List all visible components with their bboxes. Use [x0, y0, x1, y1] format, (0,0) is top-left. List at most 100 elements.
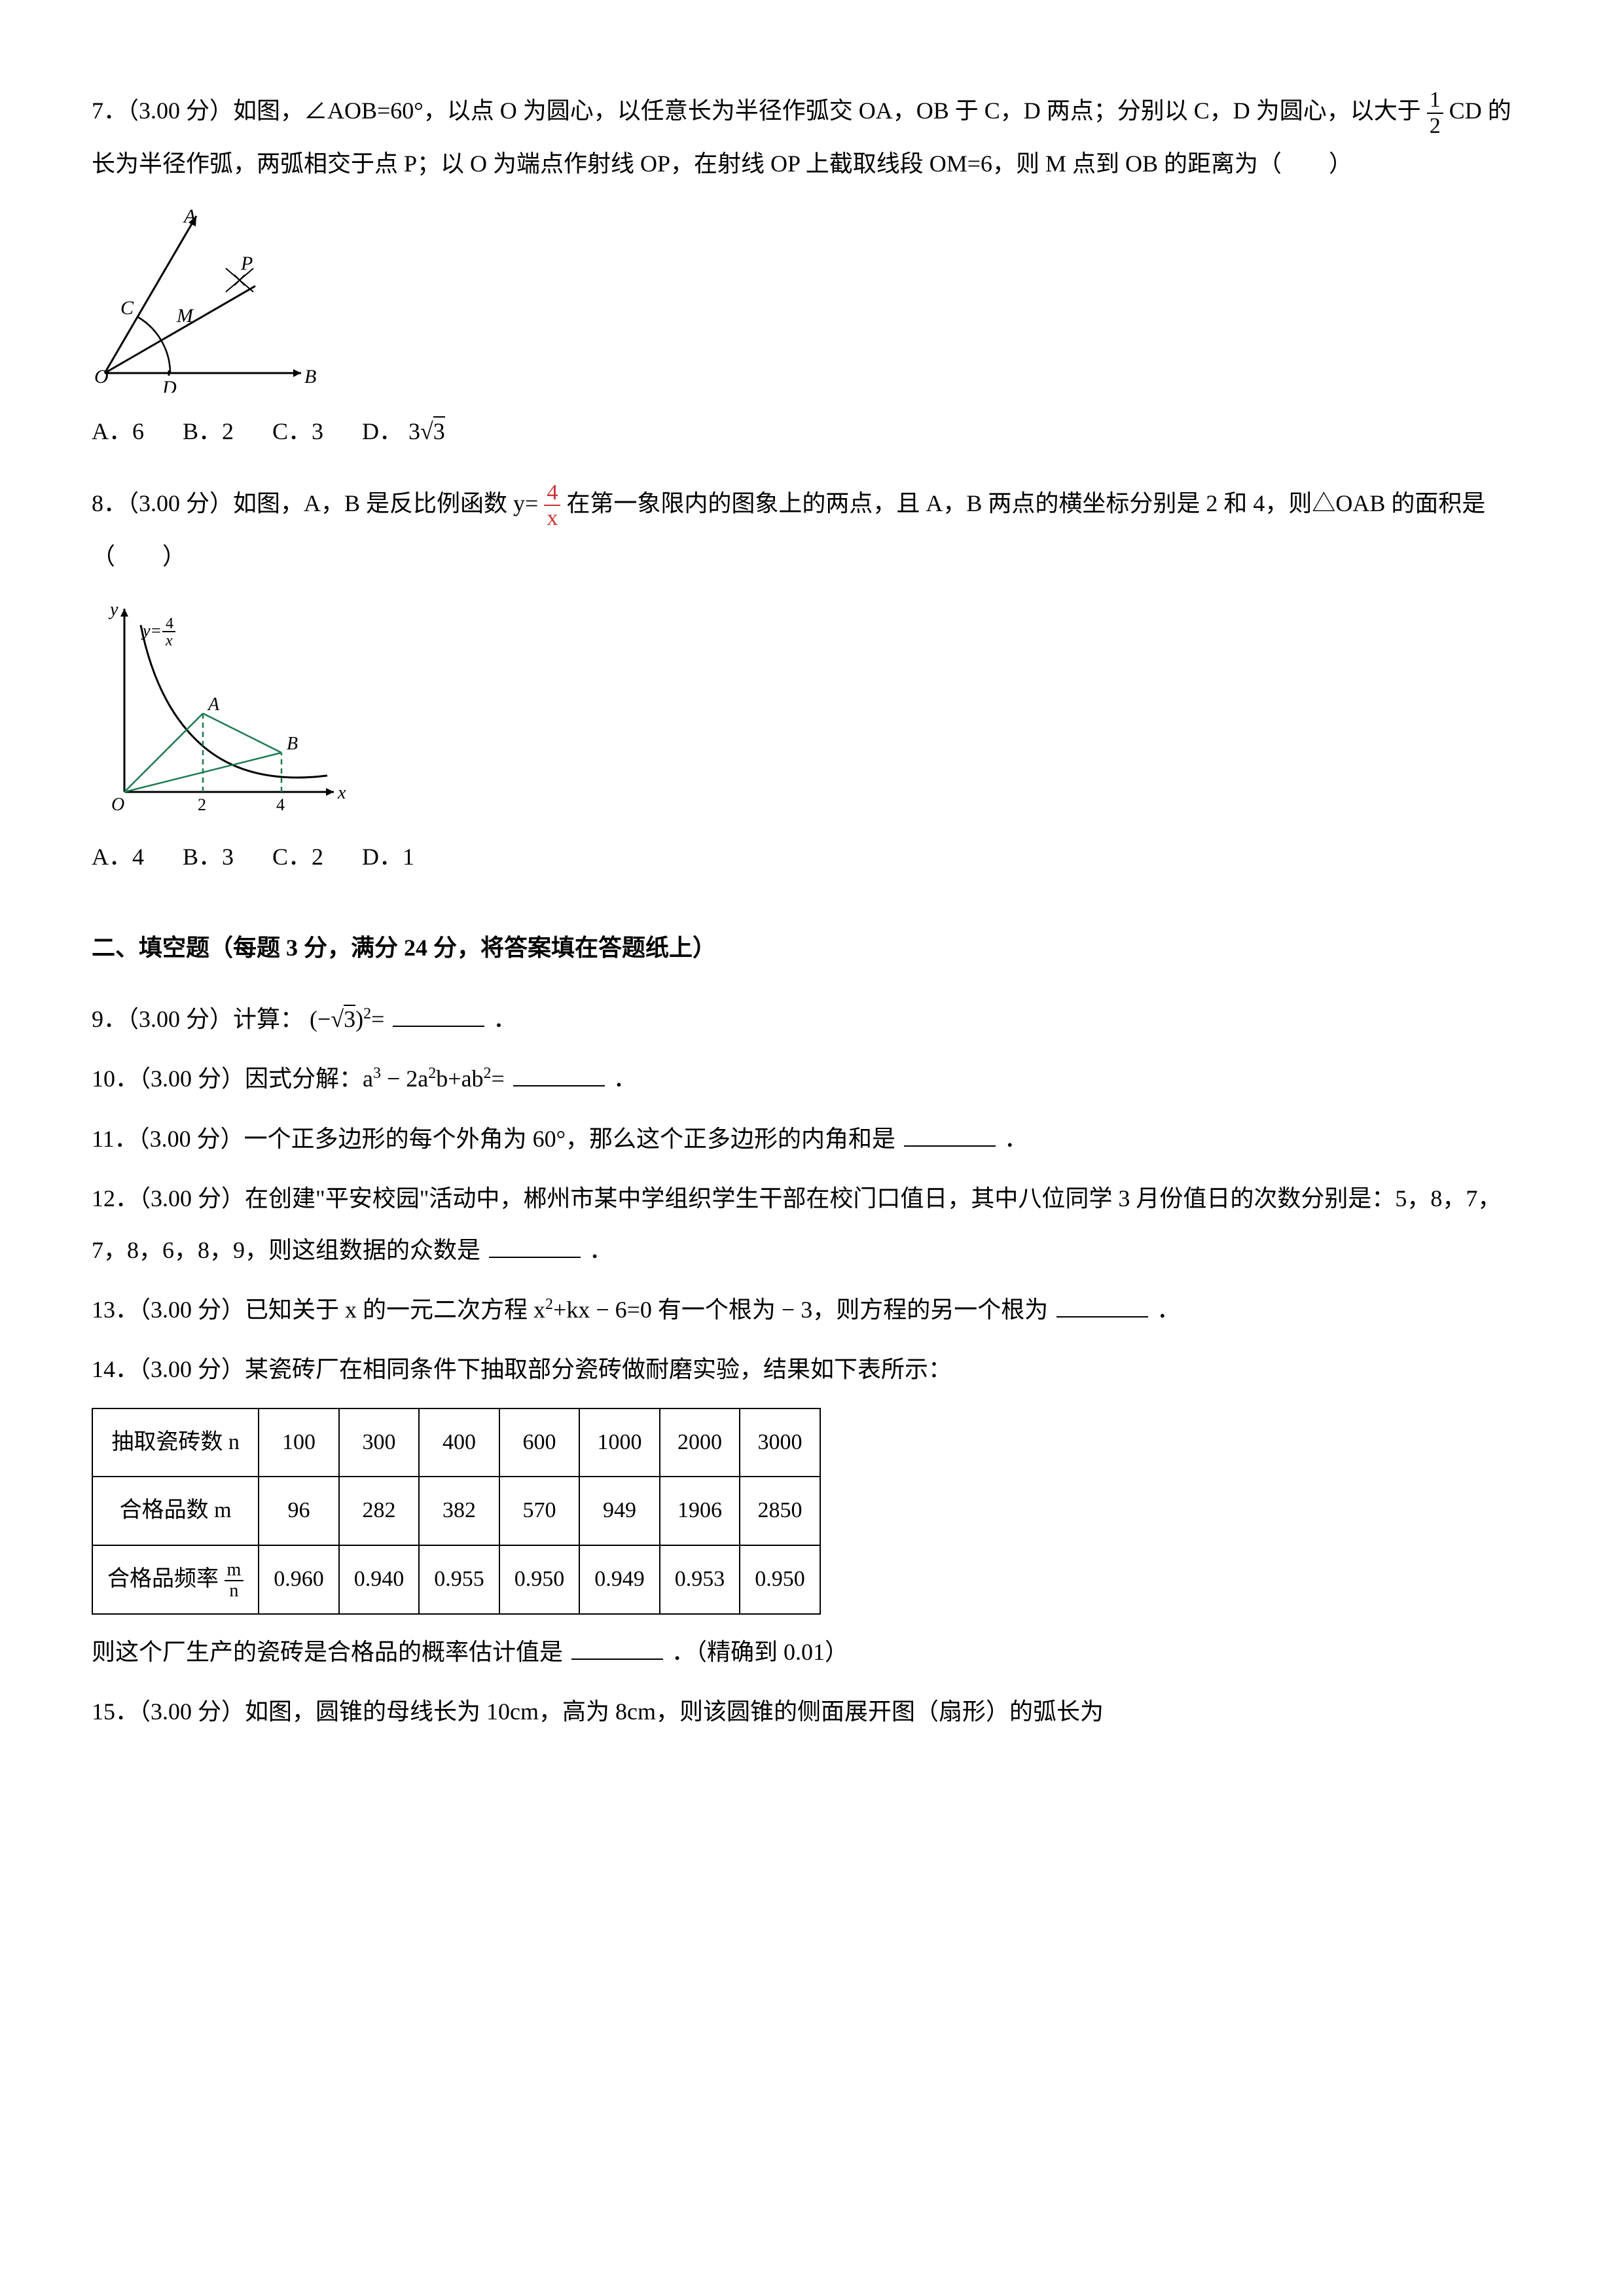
question-11: 11．（3.00 分）一个正多边形的每个外角为 60°，那么这个正多边形的内角和…	[92, 1113, 1532, 1165]
q7-frac-den: 2	[1427, 114, 1443, 138]
q9-prefix: 9．（3.00 分）计算：	[92, 1006, 304, 1032]
q14-r5: 0.953	[660, 1545, 740, 1614]
q14-h5: 1000	[579, 1408, 660, 1477]
question-12: 12．（3.00 分）在创建"平安校园"活动中，郴州市某中学组织学生干部在校门口…	[92, 1173, 1532, 1276]
q13-text2: +kx − 6=0 有一个根为 − 3，则方程的另一个根为	[553, 1297, 1048, 1323]
table-row: 合格品频率 m n 0.960 0.940 0.955 0.950 0.949 …	[92, 1545, 820, 1614]
q7-label-D: D	[162, 377, 177, 393]
q8-curve-frac-n: 4	[166, 615, 173, 632]
q13-text1: 13．（3.00 分）已知关于 x 的一元二次方程 x	[92, 1297, 545, 1323]
q7-label-P: P	[240, 253, 253, 274]
table-row: 合格品数 m 96 282 382 570 949 1906 2850	[92, 1477, 820, 1545]
q7-label-O: O	[94, 366, 109, 387]
q8-option-a: A．4	[92, 831, 144, 883]
q11-suffix: ．	[1004, 1126, 1028, 1152]
q9-close: )	[355, 1006, 363, 1032]
question-10: 10．（3.00 分）因式分解：a3 − 2a2b+ab2= ．	[92, 1053, 1532, 1105]
q8-label-A: A	[207, 694, 220, 715]
q14-after: 则这个厂生产的瓷砖是合格品的概率估计值是 ．（精确到 0.01）	[92, 1626, 1532, 1678]
q7-option-d-rad: 3	[433, 416, 445, 444]
q14-r2: 0.955	[419, 1545, 499, 1614]
question-8: 8．（3.00 分）如图，A，B 是反比例函数 y= 4 x 在第一象限内的图象…	[92, 478, 1532, 583]
section-2-header: 二、填空题（每题 3 分，满分 24 分，将答案填在答题纸上）	[92, 922, 1532, 974]
q7-frac-num: 1	[1427, 88, 1443, 113]
q14-m5: 949	[579, 1477, 660, 1545]
q15-text: 15．（3.00 分）如图，圆锥的母线长为 10cm，高为 8cm，则该圆锥的侧…	[92, 1698, 1104, 1725]
question-13: 13．（3.00 分）已知关于 x 的一元二次方程 x2+kx − 6=0 有一…	[92, 1284, 1532, 1336]
q12-text: 12．（3.00 分）在创建"平安校园"活动中，郴州市某中学组织学生干部在校门口…	[92, 1185, 1501, 1263]
q8-fraction: 4 x	[544, 480, 560, 531]
table-row: 抽取瓷砖数 n 100 300 400 600 1000 2000 3000	[92, 1408, 820, 1477]
q14-table: 抽取瓷砖数 n 100 300 400 600 1000 2000 3000 合…	[92, 1408, 821, 1615]
q12-suffix: ．	[589, 1237, 613, 1263]
q10-blank	[513, 1063, 605, 1086]
q7-label-M: M	[176, 305, 194, 327]
q14-blank	[571, 1636, 663, 1660]
q14-m3: 382	[419, 1477, 499, 1545]
q9-open: (	[310, 1006, 317, 1032]
q14-rate-prefix: 合格品频率	[107, 1567, 219, 1591]
q13-e1: 2	[545, 1296, 553, 1313]
q7-figure: O A B C D M P	[92, 203, 1532, 393]
q14-m4: 570	[499, 1477, 580, 1545]
q14-r0: 0.960	[259, 1545, 339, 1614]
q9-radicand: 3	[344, 1005, 355, 1032]
question-14: 14．（3.00 分）某瓷砖厂在相同条件下抽取部分瓷砖做耐磨实验，结果如下表所示…	[92, 1344, 1532, 1395]
q14-r1: 0.940	[339, 1545, 420, 1614]
q7-option-c: C．3	[272, 406, 323, 457]
q7-label-A: A	[183, 206, 196, 227]
q8-option-d: D．1	[362, 831, 414, 883]
q7-option-b: B．2	[183, 406, 234, 457]
q7-option-a: A．6	[92, 406, 144, 457]
question-15: 15．（3.00 分）如图，圆锥的母线长为 10cm，高为 8cm，则该圆锥的侧…	[92, 1686, 1532, 1738]
question-7: 7．（3.00 分）如图，∠AOB=60°，以点 O 为圆心，以任意长为半径作弧…	[92, 85, 1532, 190]
q7-option-d-prefix: D．	[362, 418, 403, 444]
q14-tail: ．（精确到 0.01）	[672, 1639, 848, 1665]
q9-neg: −	[317, 1006, 331, 1032]
q10-e3: 2	[484, 1065, 492, 1082]
question-9: 9．（3.00 分）计算： (−√3)2= ．	[92, 994, 1532, 1045]
q8-frac-num: 4	[544, 480, 560, 506]
q13-blank	[1056, 1294, 1148, 1318]
q8-label-B: B	[287, 734, 298, 754]
q7-label-B: B	[304, 366, 316, 387]
q11-text: 11．（3.00 分）一个正多边形的每个外角为 60°，那么这个正多边形的内角和…	[92, 1126, 895, 1152]
q13-suffix: ．	[1157, 1297, 1180, 1323]
q9-suffix: ．	[493, 1006, 516, 1032]
q10-e1: 3	[373, 1065, 381, 1082]
q14-m2: 282	[339, 1477, 420, 1545]
q8-curve-frac-d: x	[165, 632, 173, 649]
q7-label-C: C	[120, 297, 134, 319]
q14-h0: 抽取瓷砖数 n	[92, 1408, 259, 1477]
q7-fraction: 1 2	[1427, 88, 1443, 138]
q8-option-c: C．2	[272, 831, 323, 883]
q14-h1: 100	[259, 1408, 339, 1477]
q7-options: A．6 B．2 C．3 D． 3√3	[92, 406, 1532, 457]
q14-h4: 600	[499, 1408, 580, 1477]
q14-after-text: 则这个厂生产的瓷砖是合格品的概率估计值是	[92, 1639, 563, 1665]
q14-r4: 0.949	[579, 1545, 660, 1614]
q8-label-2: 2	[198, 795, 206, 814]
q14-h2: 300	[339, 1408, 420, 1477]
q8-stem-part1: 8．（3.00 分）如图，A，B 是反比例函数 y=	[92, 490, 538, 516]
q9-blank	[393, 1003, 484, 1027]
q10-mid1: − 2a	[381, 1066, 428, 1092]
q8-label-x: x	[337, 783, 346, 803]
sqrt-icon: √	[331, 1006, 344, 1032]
q14-m6: 1906	[660, 1477, 740, 1545]
q8-frac-den: x	[544, 506, 560, 530]
q8-label-y: y	[108, 600, 118, 620]
q14-m0: 合格品数 m	[92, 1477, 259, 1545]
q10-prefix: 10．（3.00 分）因式分解：a	[92, 1066, 373, 1092]
q14-r3: 0.950	[499, 1545, 580, 1614]
q14-h6: 2000	[660, 1408, 740, 1477]
q14-r6: 0.950	[740, 1545, 820, 1614]
q10-e2: 2	[428, 1065, 436, 1082]
q9-exp: 2	[363, 1005, 371, 1022]
q7-option-d-coef: 3	[408, 418, 420, 444]
q14-m1: 96	[259, 1477, 339, 1545]
q8-curve-label-prefix: y=	[141, 621, 162, 640]
q14-rate-frac-n: m	[225, 1560, 244, 1582]
q7-stem-part1: 7．（3.00 分）如图，∠AOB=60°，以点 O 为圆心，以任意长为半径作弧…	[92, 98, 1421, 124]
q14-h7: 3000	[740, 1408, 820, 1477]
